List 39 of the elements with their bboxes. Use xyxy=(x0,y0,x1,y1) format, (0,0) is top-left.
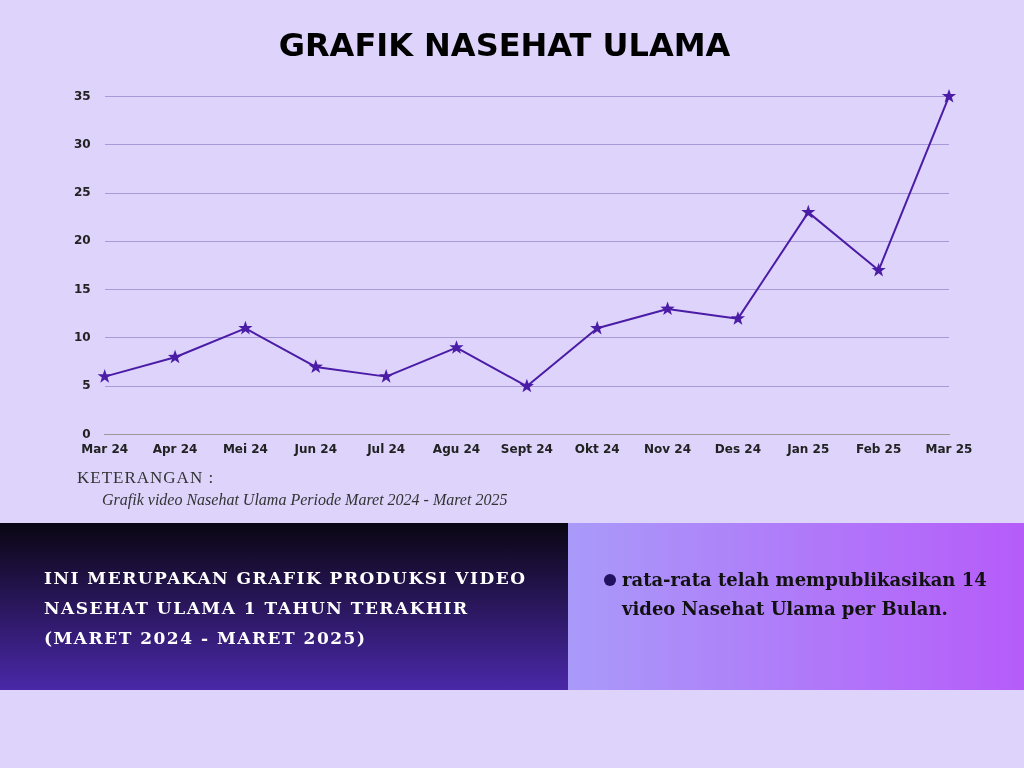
x-tick-label: Des 24 xyxy=(714,441,761,456)
point xyxy=(730,311,746,325)
x-tick-label: Feb 25 xyxy=(855,441,902,456)
x-tick-label: Jul 24 xyxy=(366,441,406,456)
x-tick-label: Mar 24 xyxy=(81,441,129,456)
point xyxy=(590,320,605,335)
x-tick-label: Jan 25 xyxy=(786,441,830,456)
point xyxy=(519,378,534,393)
point xyxy=(801,204,816,219)
point xyxy=(871,262,886,277)
x-tick-label: Mei 24 xyxy=(222,441,268,456)
text: Grafik video Nasehat Ulama Periode Maret 2024 - Maret 2025 xyxy=(102,491,508,509)
x-tick-label: Okt 24 xyxy=(574,441,620,456)
y-tick-label: 20 xyxy=(74,233,91,248)
point xyxy=(308,359,323,374)
x-tick-label: Agu 24 xyxy=(432,441,481,456)
x-tick-label: Sept 24 xyxy=(500,441,553,456)
x-tick-label: Apr 24 xyxy=(152,441,198,456)
y-tick-label: 15 xyxy=(74,281,91,296)
point xyxy=(449,340,464,354)
y-tick-label: 10 xyxy=(74,330,91,345)
text: rata-rata telah mempublikasikan 14 video Nasehat Ulama per Bulan. xyxy=(622,568,988,621)
y-tick-label: 25 xyxy=(74,185,91,200)
y-tick-label: 5 xyxy=(82,378,91,393)
point xyxy=(167,349,183,364)
point xyxy=(660,301,675,316)
x-tick-label: Mar 25 xyxy=(925,441,973,456)
y-tick-label: 0 xyxy=(82,426,91,441)
point xyxy=(238,320,253,335)
chart-title: GRAFIK NASEHAT ULAMA xyxy=(278,25,731,64)
text: INI MERUPAKAN GRAFIK PRODUKSI VIDEO NASEHAT ULAMA 1 TAHUN TERAKHIR (MARET 2024 - MARET 2025) xyxy=(44,567,528,650)
x-tick-label: Jun 24 xyxy=(293,441,337,456)
y-tick-label: 35 xyxy=(74,88,91,103)
point xyxy=(941,88,957,103)
x-tick-label: Nov 24 xyxy=(644,441,692,456)
y-tick-label: 30 xyxy=(74,136,91,151)
point xyxy=(379,369,394,383)
point xyxy=(97,369,112,383)
text: KETERANGAN : xyxy=(77,468,215,488)
